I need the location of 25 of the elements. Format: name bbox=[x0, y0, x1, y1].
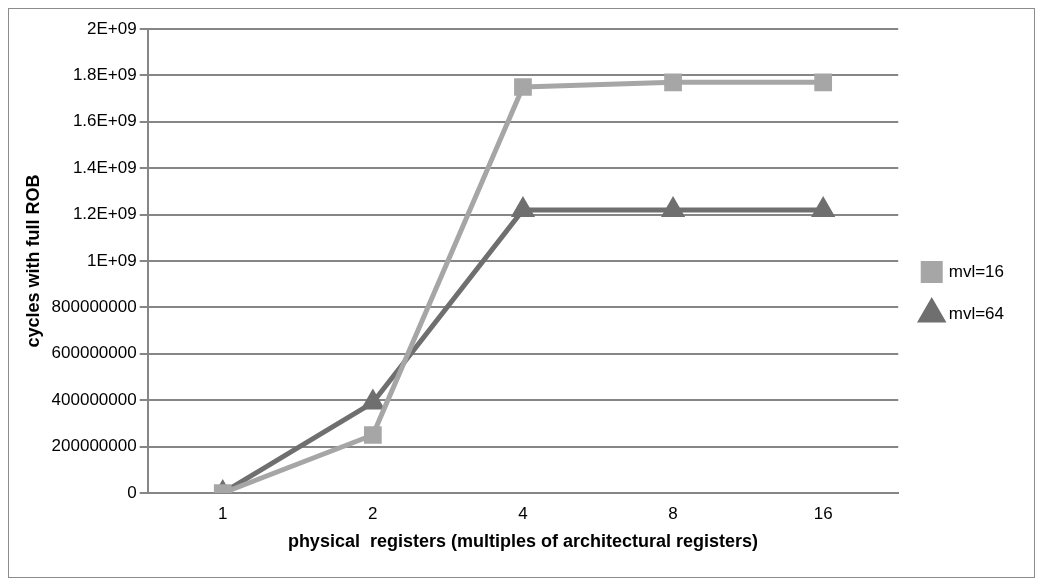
y-tick-label: 800000000 bbox=[51, 297, 137, 317]
y-axis-title: cycles with full ROB bbox=[22, 174, 43, 348]
point bbox=[662, 198, 684, 217]
y-tick-label: 1.2E+09 bbox=[72, 204, 137, 224]
x-tick-label: 2 bbox=[368, 503, 378, 523]
point bbox=[814, 73, 833, 92]
y-tick-label: 200000000 bbox=[51, 436, 137, 456]
y-tick-label: 600000000 bbox=[51, 343, 137, 363]
y-tick-label: 1.4E+09 bbox=[72, 157, 137, 177]
point bbox=[512, 198, 534, 217]
x-tick-label: 8 bbox=[668, 503, 678, 523]
point bbox=[514, 78, 532, 96]
x-tick-label: 1 bbox=[218, 503, 228, 523]
y-tick-label: 1.8E+09 bbox=[72, 65, 137, 85]
y-tick-label: 0 bbox=[127, 482, 137, 502]
y-tick-label: 2E+09 bbox=[87, 18, 137, 38]
y-tick-label: 1E+09 bbox=[87, 250, 137, 270]
point bbox=[664, 73, 682, 92]
x-tick-label: 16 bbox=[813, 503, 833, 523]
legend-label: mvl=64 bbox=[948, 303, 1005, 323]
x-axis-title: physical registers (multiples of architectural registers) bbox=[287, 531, 759, 552]
y-tick-label: 1.6E+09 bbox=[72, 111, 137, 131]
x-tick-label: 4 bbox=[518, 503, 528, 523]
legend-label: mvl=16 bbox=[948, 261, 1005, 281]
y-tick-label: 400000000 bbox=[51, 389, 137, 409]
